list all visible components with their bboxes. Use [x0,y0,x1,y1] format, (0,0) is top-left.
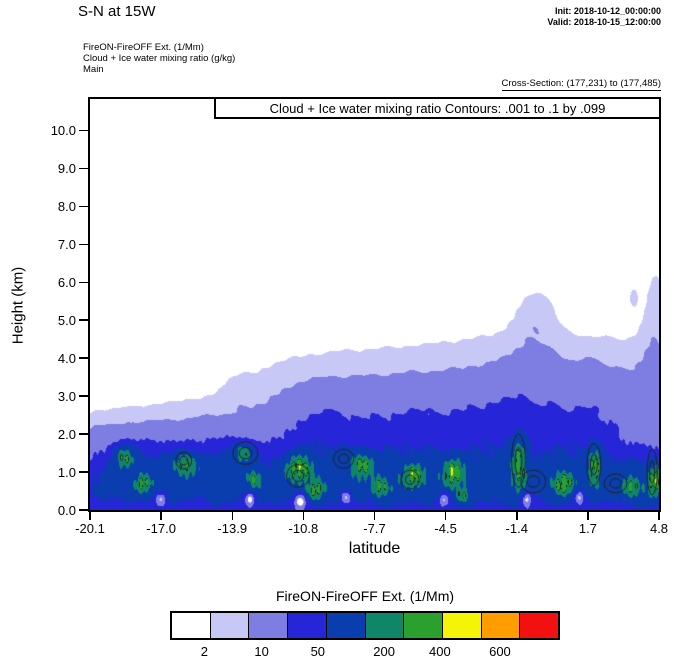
colorbar-tick-label: 10 [254,644,269,659]
x-tick-label: 4.8 [649,521,669,536]
colorbar-cell [480,613,520,638]
x-tick-label: -13.9 [217,521,248,536]
colorbar-tick-labels: 2 10 50 200 400 600 [170,644,560,660]
y-tick-label: 7.0 [57,237,76,253]
page-title: S-N at 15W [78,3,156,20]
y-tick-label: 4.0 [57,351,76,367]
x-tick-label: 1.7 [578,521,597,536]
field-info-block: FireON-FireOFF Ext. (1/Mm) Cloud + Ice w… [83,42,235,75]
y-tick [79,319,88,321]
contour-field-canvas [90,99,659,510]
colorbar-cell [403,613,442,638]
y-axis-tick-labels: 0.0 1.0 2.0 3.0 4.0 5.0 6.0 7.0 8.0 9.0 10.0 [20,99,76,518]
y-tick [79,357,88,359]
plot-area: Cloud + Ice water mixing ratio Contours:… [79,97,661,520]
x-tick [160,512,162,520]
colorbar-cell [519,613,559,638]
colorbar-cell [364,613,404,638]
y-axis-title: Height (km) [9,266,27,345]
cross-section-label: Cross-Section: (177,231) to (177,485) [501,78,661,91]
y-tick [79,509,88,511]
colorbar-cell [287,613,326,638]
x-tick-label: -4.5 [434,521,457,536]
colorbar-tick-label: 400 [429,644,451,659]
field-contour-line: Cloud + Ice water mixing ratio (g/kg) [83,53,236,64]
x-tick [658,512,660,520]
colorbar-cell [441,613,481,638]
x-tick-label: -10.8 [288,521,319,536]
y-tick [79,243,88,246]
x-tick-label: -1.4 [505,521,528,536]
y-tick-label: 10.0 [50,123,76,139]
y-tick [79,167,88,170]
x-tick [373,512,376,520]
y-tick-label: 3.0 [57,389,76,405]
x-tick-label: -20.1 [75,521,105,536]
x-tick [516,512,518,520]
x-tick [302,512,305,520]
init-time: Init: 2018-10-12_00:00:00 [554,6,661,16]
colorbar-cell [248,613,288,638]
x-tick [587,512,589,520]
y-tick-label: 2.0 [57,427,76,443]
y-tick-label: 9.0 [57,161,76,177]
model-name-line: Main [83,64,104,75]
y-tick [79,395,88,397]
colorbar-tick-label: 2 [200,644,208,659]
colorbar-tick-label: 50 [310,644,326,659]
x-tick [444,512,447,520]
colorbar-cell [209,613,249,638]
colorbar [170,611,560,640]
x-axis-tick-labels: -20.1 -17.0 -13.9 -10.8 -7.7 -4.5 -1.4 1.7 4.8 [75,521,668,537]
x-tick-label: -7.7 [363,521,386,536]
x-tick-label: -17.0 [146,521,176,536]
field-name-line: FireON-FireOFF Ext. (1/Mm) [83,42,204,53]
valid-time: Valid: 2018-10-15_12:00:00 [547,17,661,27]
colorbar-tick-label: 600 [489,644,511,659]
init-valid-block: Init: 2018-10-12_00:00:00 Valid: 2018-10… [547,6,661,28]
colorbar-cell [172,613,210,638]
y-tick [79,471,88,473]
y-tick [79,433,88,435]
y-tick [79,129,88,132]
y-tick [79,281,88,284]
x-tick [231,512,233,520]
x-tick [89,512,91,520]
x-axis-title: latitude [348,540,401,557]
colorbar-cell [325,613,365,638]
colorbar-tick-label: 200 [373,644,395,659]
contour-annotation-box: Cloud + Ice water mixing ratio Contours:… [214,97,661,119]
y-tick-label: 1.0 [57,465,76,481]
y-tick-label: 5.0 [57,313,76,329]
y-tick-label: 0.0 [57,503,76,518]
y-tick-label: 8.0 [57,199,76,215]
colorbar-title: FireON-FireOFF Ext. (1/Mm) [275,588,455,604]
y-tick [79,205,88,208]
y-tick-label: 6.0 [57,275,76,291]
